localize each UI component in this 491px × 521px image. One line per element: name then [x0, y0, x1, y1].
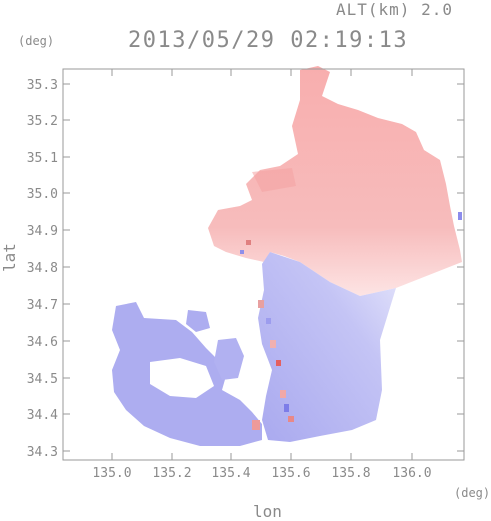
noise-patches [240, 212, 462, 430]
y-ticks [63, 83, 464, 452]
y-tick-label: 34.4 [27, 408, 58, 423]
x-tick-label: 135.4 [211, 466, 250, 481]
x-ticks [111, 69, 413, 460]
y-tick-label: 34.6 [27, 335, 58, 350]
x-tick-label: 135.0 [92, 466, 131, 481]
receding-echo-region [208, 66, 462, 296]
approaching-echo-east [258, 252, 396, 442]
y-tick-label: 35.0 [27, 187, 58, 202]
approaching-echo-east-lobe [214, 338, 244, 380]
y-tick-label: 35.2 [27, 114, 58, 129]
x-tick-label: 136.0 [392, 466, 431, 481]
x-axis-label: lon [253, 502, 282, 521]
receding-echo-band [252, 168, 296, 192]
y-tick-label: 35.1 [27, 151, 58, 166]
x-tick-label: 135.6 [271, 466, 310, 481]
west-echo-gap [150, 358, 214, 398]
y-tick-label: 34.8 [27, 261, 58, 276]
timestamp-title: 2013/05/29 02:19:13 [128, 28, 409, 53]
altitude-label: ALT(km) 2.0 [336, 0, 453, 19]
y-tick-label: 34.3 [27, 445, 58, 460]
y-tick-label: 34.5 [27, 372, 58, 387]
x-tick-label: 135.2 [152, 466, 191, 481]
approaching-echo-island [186, 310, 210, 332]
plot-frame [62, 68, 465, 461]
x-axis-unit: (deg) [454, 486, 491, 500]
y-tick-label: 34.9 [27, 224, 58, 239]
x-tick-label: 135.8 [331, 466, 370, 481]
y-tick-label: 34.7 [27, 298, 58, 313]
y-axis-unit: (deg) [18, 34, 55, 48]
y-tick-label: 35.3 [27, 78, 58, 93]
